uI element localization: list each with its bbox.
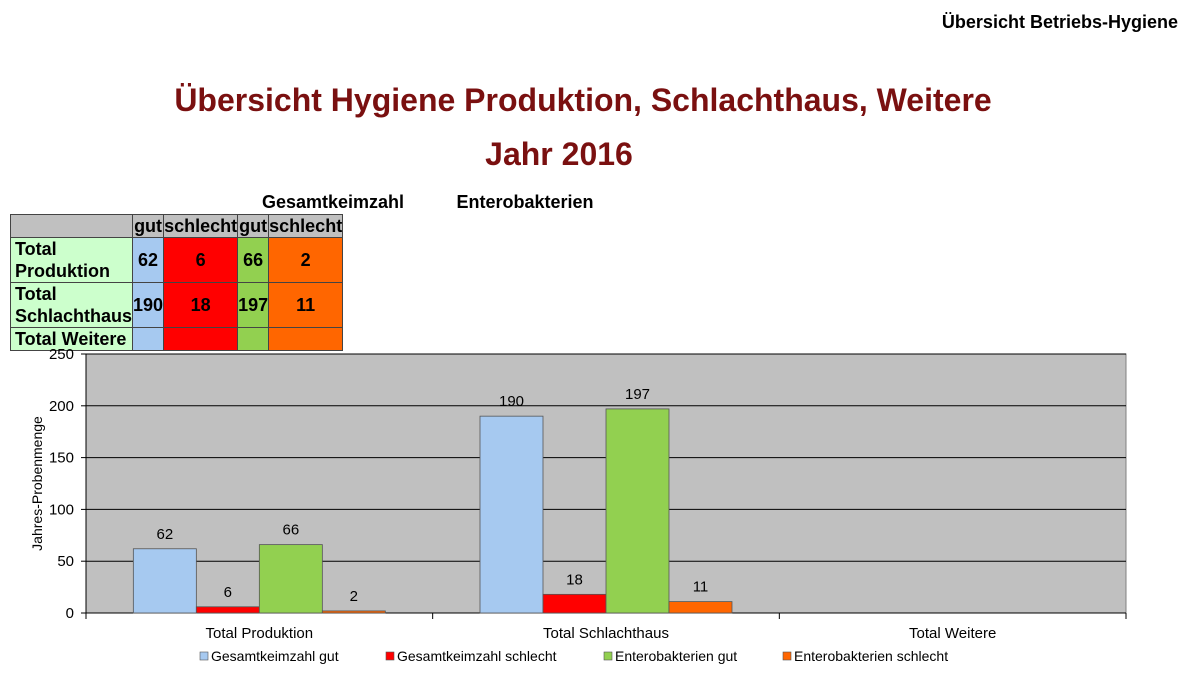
data-label: 18 [566, 571, 583, 588]
table-cell: 197 [237, 282, 270, 328]
table-cell: 6 [163, 237, 239, 283]
group-header-enterobakterien: Enterobakterien [456, 192, 594, 212]
subheader-cell: gut [237, 214, 270, 238]
table-subheader-row: gut schlecht gut schlecht [9, 214, 344, 238]
y-axis-label: Jahres-Probenmenge [29, 416, 45, 551]
bar [542, 593, 607, 614]
y-tick-label: 50 [57, 553, 74, 570]
y-tick-label: 0 [66, 605, 74, 622]
group-header-gesamtkeimzahl: Gesamtkeimzahl [261, 192, 405, 212]
y-tick-label: 100 [49, 501, 74, 518]
table-cell [237, 327, 270, 351]
data-table: gut schlecht gut schlecht Total Produkti… [9, 214, 344, 351]
data-label: 6 [224, 584, 232, 601]
table-cell: 66 [237, 237, 270, 283]
data-label: 197 [625, 386, 650, 403]
x-tick-label: Total Weitere [909, 625, 996, 642]
page-header-title: Übersicht Betriebs-Hygiene [941, 12, 1178, 32]
legend-swatch [782, 651, 792, 661]
year-title: Jahr 2016 [485, 136, 633, 172]
row-label: Total Produktion [9, 237, 134, 283]
subheader-cell: schlecht [163, 214, 239, 238]
bar [668, 601, 733, 614]
subheader-cell: gut [132, 214, 165, 238]
main-title: Übersicht Hygiene Produktion, Schlachtha… [174, 82, 992, 118]
table-cell: 62 [132, 237, 165, 283]
legend-label: Enterobakterien schlecht [794, 648, 948, 664]
bar [195, 606, 260, 614]
table-cell: 190 [132, 282, 165, 328]
bar [132, 548, 197, 614]
table-cell: 11 [268, 282, 344, 328]
y-tick-label: 150 [49, 450, 74, 467]
bar-chart: 0 50 100 150 200 250 Jahres-Probenmenge Total P… [29, 346, 1127, 664]
legend-swatch [385, 651, 395, 661]
x-tick-label: Total Schlachthaus [543, 625, 669, 642]
bar [479, 415, 544, 614]
legend-label: Gesamtkeimzahl schlecht [397, 648, 557, 664]
table-cell [163, 327, 239, 351]
table-cell [268, 327, 344, 351]
y-tick-label: 250 [49, 346, 74, 363]
bar [258, 544, 323, 614]
table-row: Total Weitere [9, 327, 344, 351]
data-label: 62 [156, 526, 173, 543]
table-row: Total Produktion 62 6 66 2 [9, 237, 344, 283]
subheader-cell: schlecht [268, 214, 344, 238]
legend-swatch [199, 651, 209, 661]
table-cell: 18 [163, 282, 239, 328]
row-label: Total Schlachthaus [9, 282, 134, 328]
data-label: 11 [693, 579, 709, 596]
data-label: 190 [499, 393, 524, 410]
legend-label: Gesamtkeimzahl gut [211, 648, 339, 664]
table-cell [132, 327, 165, 351]
data-label: 2 [350, 588, 358, 605]
x-tick-label: Total Produktion [206, 625, 314, 642]
data-label: 66 [282, 522, 299, 539]
table-corner-cell [9, 214, 134, 238]
y-tick-label: 200 [49, 398, 74, 415]
bar [321, 610, 386, 614]
table-row: Total Schlachthaus 190 18 197 11 [9, 282, 344, 328]
legend-swatch [603, 651, 613, 661]
table-cell: 2 [268, 237, 344, 283]
row-label: Total Weitere [9, 327, 134, 351]
legend-label: Enterobakterien gut [615, 648, 737, 664]
bar [605, 408, 670, 614]
